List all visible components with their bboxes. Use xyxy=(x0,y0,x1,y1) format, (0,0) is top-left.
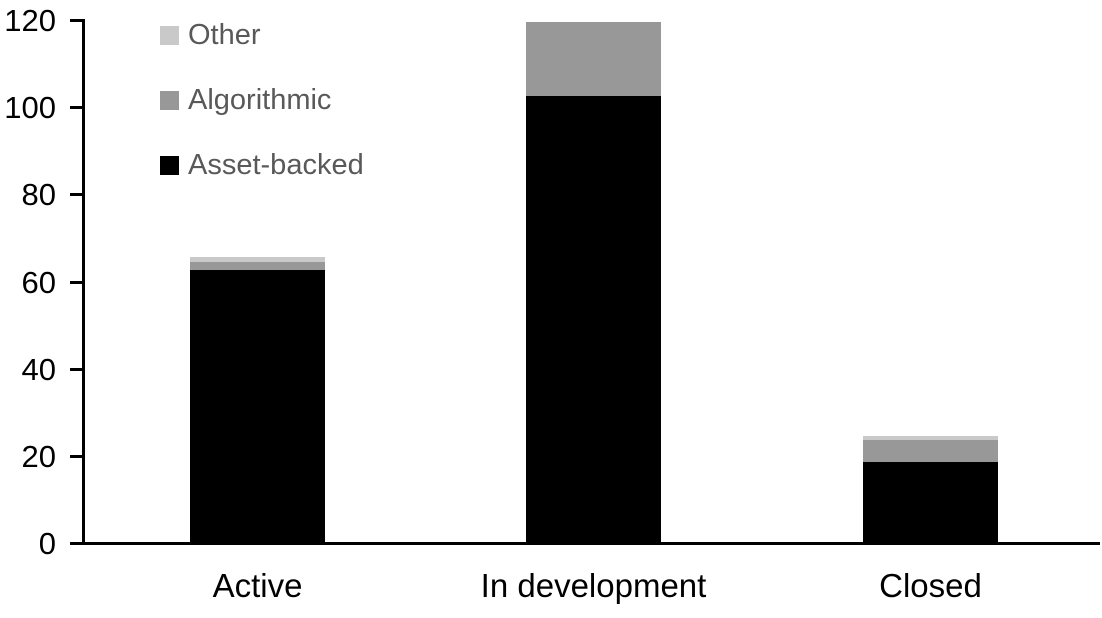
other-swatch-icon xyxy=(160,25,179,45)
y-tick-label: 120 xyxy=(4,3,56,38)
bar-segment-algorithmic-closed xyxy=(863,440,998,463)
x-category-label-active: Active xyxy=(212,567,303,604)
y-axis-line xyxy=(82,19,85,545)
bar-segment-other-active xyxy=(190,257,325,262)
bar-segment-asset-backed-in-development xyxy=(526,96,661,545)
y-tick-label: 0 xyxy=(38,526,56,561)
bar-segment-algorithmic-in-development xyxy=(526,22,661,97)
y-tick-mark xyxy=(70,542,83,545)
y-tick-label: 60 xyxy=(21,264,56,300)
legend-label-other: Other xyxy=(188,18,261,51)
legend-label-asset-backed: Asset-backed xyxy=(188,148,364,181)
y-tick-mark xyxy=(70,367,83,371)
legend-item-asset-backed: Asset-backed xyxy=(160,147,364,183)
y-tick-label: 20 xyxy=(21,438,56,474)
legend-label-algorithmic: Algorithmic xyxy=(188,83,332,116)
x-category-label-closed: Closed xyxy=(879,567,982,604)
y-tick-label: 40 xyxy=(21,351,56,387)
bar-segment-other-closed xyxy=(863,436,998,441)
asset-backed-swatch-icon xyxy=(160,155,179,175)
chart-legend: Other Algorithmic Asset-backed xyxy=(160,17,364,212)
y-tick-mark xyxy=(70,454,83,458)
bar-segment-asset-backed-active xyxy=(190,270,325,545)
bar-segment-asset-backed-closed xyxy=(863,462,998,545)
y-tick-label: 100 xyxy=(4,90,56,126)
y-tick-mark xyxy=(70,193,83,197)
bar-segment-algorithmic-active xyxy=(190,261,325,271)
algorithmic-swatch-icon xyxy=(160,90,179,110)
legend-item-other: Other xyxy=(160,17,364,53)
y-tick-mark xyxy=(70,19,83,22)
x-category-label-in-development: In development xyxy=(480,567,707,604)
legend-item-algorithmic: Algorithmic xyxy=(160,82,364,118)
y-tick-label: 80 xyxy=(21,177,56,213)
y-tick-mark xyxy=(70,106,83,110)
y-tick-mark xyxy=(70,280,83,284)
